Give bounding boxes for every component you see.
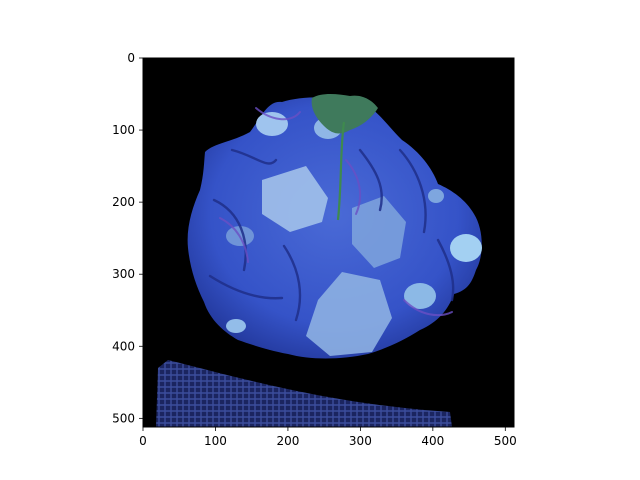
y-tick-label: 100 <box>112 123 135 137</box>
y-tick-label: 0 <box>127 51 135 65</box>
x-tick-label: 400 <box>421 434 444 448</box>
y-tick-label: 300 <box>112 267 135 281</box>
x-tick-label: 500 <box>494 434 517 448</box>
x-axis: 0 100 200 300 400 500 <box>139 427 517 448</box>
x-tick-label: 300 <box>349 434 372 448</box>
x-tick-label: 100 <box>204 434 227 448</box>
y-axis: 0 100 200 300 400 500 <box>112 51 143 425</box>
placemat <box>156 360 452 427</box>
image-area <box>143 58 514 427</box>
axes-frame <box>142 57 515 428</box>
y-tick-label: 200 <box>112 195 135 209</box>
leaf <box>311 94 378 134</box>
food-pile <box>187 94 482 359</box>
y-tick-label: 500 <box>112 411 135 425</box>
x-tick-label: 200 <box>276 434 299 448</box>
stem <box>336 121 346 221</box>
y-tick-label: 400 <box>112 339 135 353</box>
x-tick-label: 0 <box>139 434 147 448</box>
